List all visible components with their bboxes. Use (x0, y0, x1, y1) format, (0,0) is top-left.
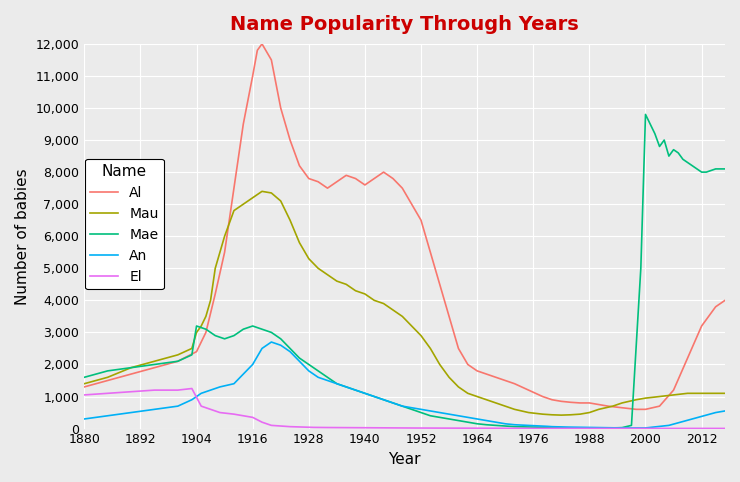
Al (721, 297, 730, 303)
An (267, 339, 276, 345)
Al (632, 406, 641, 412)
Mae (641, 111, 650, 117)
El (337, 425, 346, 430)
Al (258, 41, 266, 47)
El (721, 426, 730, 431)
Al (627, 406, 636, 412)
An (632, 425, 641, 431)
Line: El: El (84, 388, 725, 428)
Mau (716, 390, 724, 396)
Mae (538, 425, 547, 430)
Mau (318, 268, 327, 274)
Mau (337, 280, 346, 286)
El (543, 426, 552, 431)
Line: Mae: Mae (84, 114, 725, 428)
Al (318, 182, 327, 188)
El (80, 392, 89, 398)
Al (337, 175, 346, 181)
Mae (445, 416, 454, 422)
Mae (721, 166, 730, 172)
Title: Name Popularity Through Years: Name Popularity Through Years (230, 15, 579, 34)
Al (80, 384, 89, 390)
An (721, 408, 730, 414)
Mae (332, 381, 341, 387)
An (543, 424, 552, 429)
El (318, 425, 327, 430)
Mau (557, 412, 566, 418)
El (548, 426, 556, 431)
An (618, 425, 627, 431)
Line: Al: Al (84, 44, 725, 409)
Mau (80, 381, 89, 387)
El (632, 426, 641, 431)
Mau (449, 379, 458, 385)
Y-axis label: Number of babies: Number of babies (15, 168, 30, 305)
El (187, 386, 196, 391)
Mau (632, 397, 641, 402)
Al (716, 301, 724, 307)
Line: Mau: Mau (84, 191, 725, 415)
An (337, 382, 346, 388)
Line: An: An (84, 342, 725, 428)
Mau (258, 188, 266, 194)
Mae (627, 423, 636, 428)
Al (449, 330, 458, 335)
Mae (716, 166, 724, 172)
An (318, 376, 327, 382)
El (449, 425, 458, 431)
El (716, 426, 724, 431)
Mae (314, 368, 323, 374)
Mau (721, 390, 730, 396)
An (449, 412, 458, 418)
Legend: Al, Mau, Mae, An, El: Al, Mau, Mae, An, El (85, 159, 164, 289)
An (716, 409, 724, 415)
An (80, 416, 89, 422)
Mae (585, 425, 593, 431)
Mau (543, 412, 552, 417)
X-axis label: Year: Year (388, 452, 421, 467)
Mae (80, 375, 89, 380)
Al (543, 395, 552, 401)
